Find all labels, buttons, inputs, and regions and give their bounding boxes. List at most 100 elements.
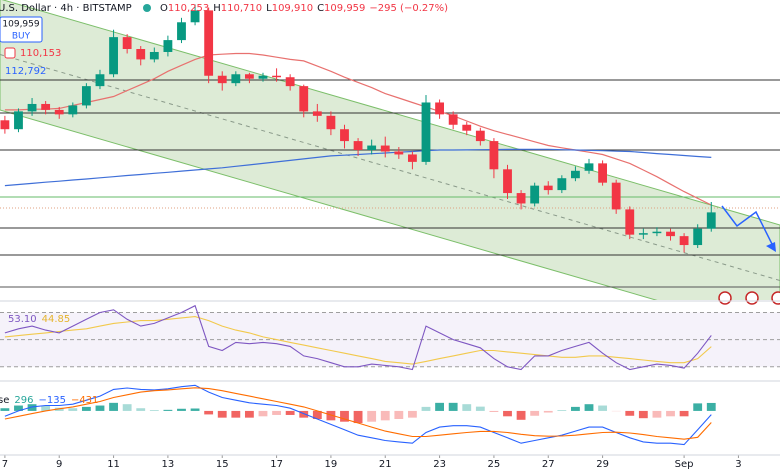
histogram-bar bbox=[163, 409, 173, 411]
histogram-bar bbox=[340, 410, 349, 422]
event-icon[interactable] bbox=[718, 291, 732, 305]
macd-line bbox=[4, 387, 712, 440]
chart-title: U.S. Dollar · 4h · BITSTAMP bbox=[0, 3, 132, 14]
candle-body bbox=[0, 120, 10, 130]
histogram-bar bbox=[475, 406, 485, 411]
price-tag[interactable] bbox=[0, 16, 43, 43]
candle-body bbox=[54, 109, 64, 115]
histogram-bar bbox=[41, 405, 51, 411]
x-tick-label: 11 bbox=[107, 459, 120, 470]
ohlc-value: 109,959 bbox=[324, 3, 365, 14]
histogram-bar bbox=[285, 410, 295, 415]
histogram-bar bbox=[231, 410, 241, 418]
histogram-bar bbox=[638, 410, 648, 419]
candle-body bbox=[258, 75, 268, 79]
histogram-bar bbox=[394, 410, 404, 419]
macd-line bbox=[4, 384, 712, 446]
legend-entry: 44.85 bbox=[42, 314, 71, 325]
indicator-line bbox=[4, 304, 712, 371]
projection-arrow bbox=[721, 205, 776, 252]
histogram-bar bbox=[190, 408, 200, 411]
histogram-bar bbox=[557, 410, 567, 411]
histogram-bar bbox=[204, 410, 214, 415]
histogram-bar bbox=[489, 410, 499, 412]
candle-body bbox=[312, 111, 322, 116]
x-tick-label: 9 bbox=[56, 459, 62, 470]
histogram-bar bbox=[666, 410, 675, 417]
candle-body bbox=[299, 86, 309, 112]
candle-body bbox=[340, 129, 349, 142]
candle-body bbox=[489, 141, 499, 170]
histogram-bar bbox=[122, 404, 132, 411]
candle-body bbox=[611, 182, 621, 210]
ohlc-key: C bbox=[317, 3, 324, 14]
x-tick-label: 13 bbox=[162, 459, 175, 470]
event-icon[interactable] bbox=[745, 291, 759, 305]
candle-body bbox=[326, 115, 336, 130]
candle-body bbox=[584, 163, 594, 171]
candle-body bbox=[435, 102, 444, 115]
histogram-bar bbox=[571, 406, 580, 411]
candle-body bbox=[81, 86, 91, 106]
candle-body bbox=[407, 154, 417, 162]
histogram-bar bbox=[503, 410, 512, 417]
histogram-bar bbox=[136, 408, 146, 411]
histogram-bar bbox=[353, 410, 363, 424]
candle-body bbox=[475, 130, 485, 142]
candle-body bbox=[231, 74, 241, 84]
histogram-bar bbox=[530, 410, 540, 416]
legend-entry: −431 bbox=[71, 395, 98, 406]
x-tick-label: 15 bbox=[216, 459, 229, 470]
candle-body bbox=[693, 228, 703, 246]
legend-entry: 296 bbox=[14, 395, 33, 406]
ohlc-change: −295 (−0.27%) bbox=[369, 3, 448, 14]
header: U.S. Dollar · 4h · BITSTAMP O110,253 H110… bbox=[0, 3, 448, 406]
x-tick-label: 3 bbox=[735, 459, 741, 470]
price-tag-value: 109,959 bbox=[2, 20, 39, 30]
candle-body bbox=[652, 231, 662, 234]
candle-body bbox=[516, 193, 526, 204]
price-tag-action: BUY bbox=[12, 32, 31, 42]
candle-body bbox=[666, 231, 675, 237]
candle-body bbox=[543, 185, 553, 191]
candle-body bbox=[95, 74, 105, 87]
indicator-line bbox=[4, 316, 712, 365]
histogram-bar bbox=[543, 410, 553, 413]
candle-body bbox=[190, 10, 200, 23]
histogram-bar bbox=[326, 410, 336, 421]
rsi-band bbox=[0, 312, 780, 367]
histogram-bar bbox=[516, 410, 526, 420]
histogram-bar bbox=[652, 410, 662, 418]
histogram-bar bbox=[95, 405, 105, 411]
histogram-bar bbox=[380, 410, 390, 421]
plot: 7 9 11 13 15 17 19 21 23 25 27 29 Sep 3 bbox=[0, 4, 780, 470]
indicator-value: 112,792 bbox=[5, 66, 46, 77]
candle-body bbox=[136, 49, 146, 60]
histogram-bar bbox=[149, 410, 159, 411]
histogram-bar bbox=[693, 403, 703, 411]
candle-body bbox=[122, 37, 132, 50]
ohlc-value: 110,253 bbox=[168, 3, 209, 14]
histogram-bar bbox=[462, 404, 472, 411]
ohlc-key: L bbox=[266, 3, 272, 14]
status-dot bbox=[143, 4, 151, 12]
histogram-bar bbox=[244, 410, 254, 418]
candle-body bbox=[706, 212, 716, 229]
candle-body bbox=[462, 124, 472, 131]
histogram-bar bbox=[177, 408, 186, 411]
x-tick-label: 29 bbox=[596, 459, 609, 470]
candle-body bbox=[149, 51, 159, 60]
x-tick-label: 23 bbox=[433, 459, 446, 470]
candle-body bbox=[41, 103, 51, 110]
histogram-bar bbox=[435, 402, 444, 411]
histogram-bar bbox=[367, 410, 377, 422]
x-tick-label: 27 bbox=[542, 459, 555, 470]
histogram-bar bbox=[584, 404, 594, 411]
histogram-bar bbox=[421, 406, 431, 411]
legend-entry: se bbox=[0, 395, 9, 406]
event-icon[interactable] bbox=[771, 291, 780, 305]
histogram-bar bbox=[0, 408, 10, 411]
candle-body bbox=[285, 77, 295, 87]
moving-average bbox=[4, 52, 712, 206]
